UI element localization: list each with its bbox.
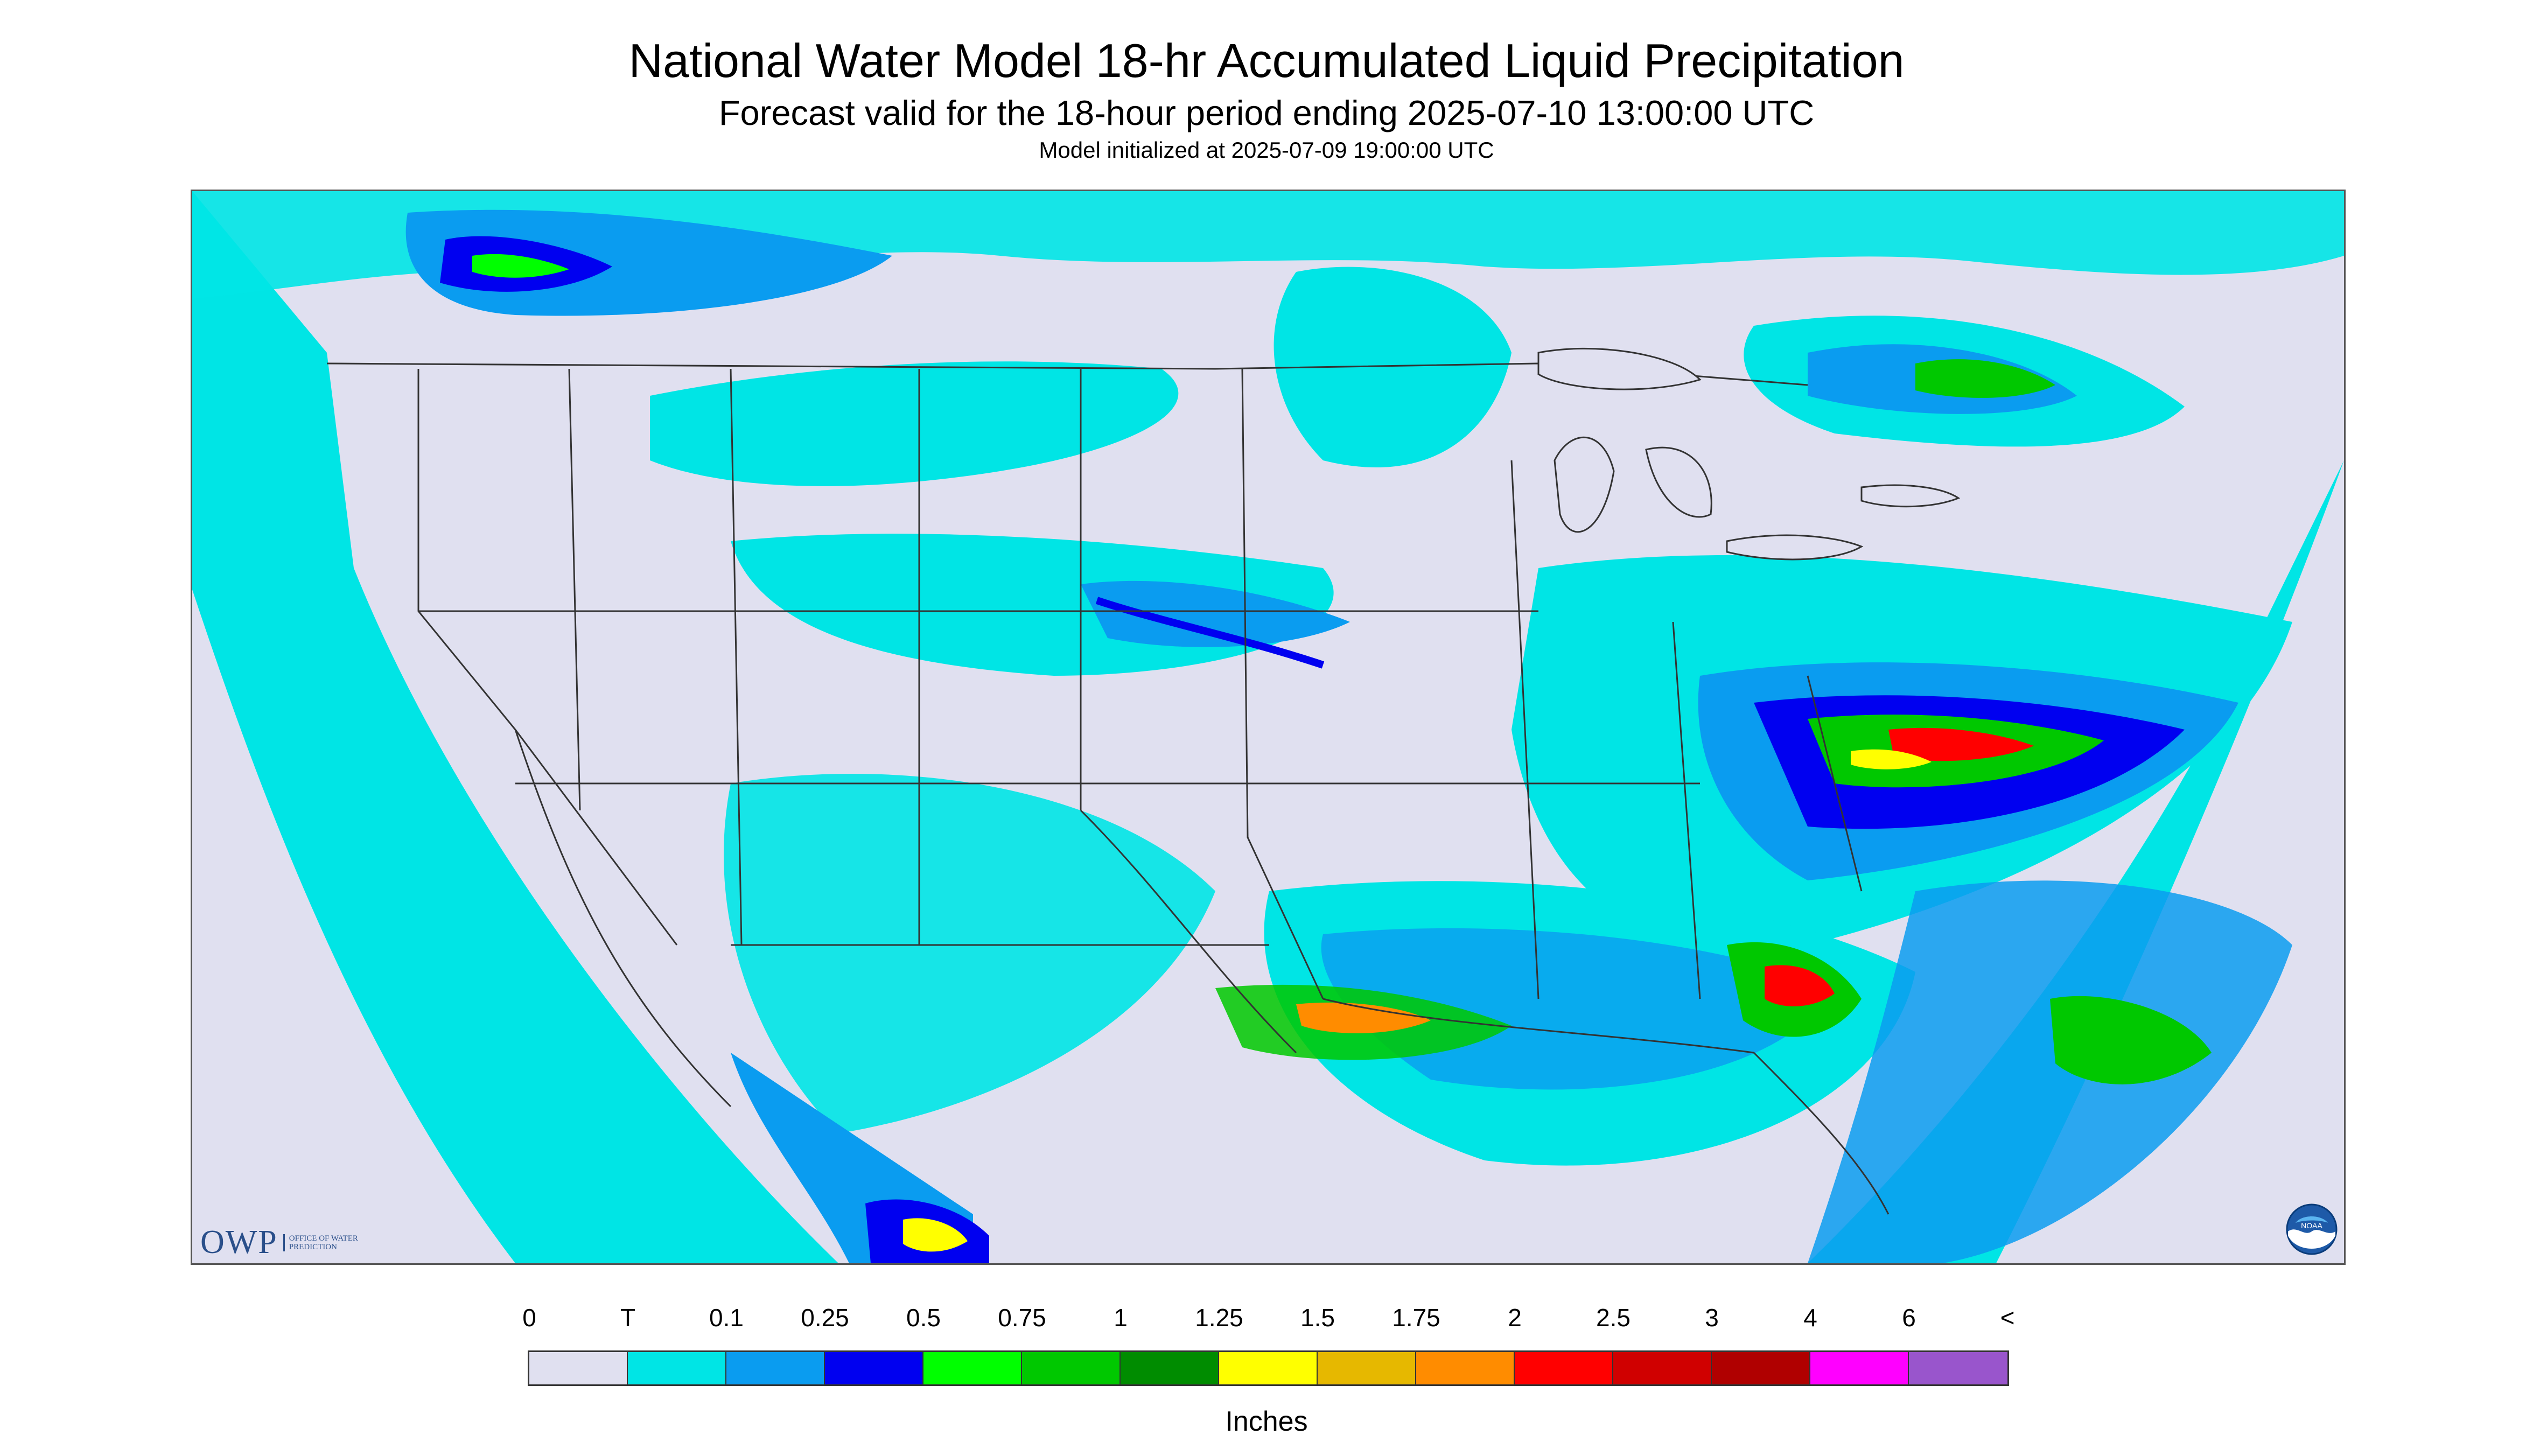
trace-swath-north (192, 191, 2344, 299)
forecast-valid-subtitle: Forecast valid for the 18-hour period en… (718, 93, 1815, 132)
heavy-ontario (1915, 359, 2055, 398)
light-atlantic (1808, 880, 2292, 1263)
trace-upper-midwest (1274, 267, 1512, 468)
precipitation-map-svg (192, 191, 2344, 1263)
colorbar-swatch (1909, 1352, 2007, 1384)
colorbar-tick-label: 0 (522, 1304, 536, 1332)
colorbar-tick-label: T (620, 1304, 636, 1332)
moderate-plains-line (1095, 597, 1325, 669)
colorbar-swatch (1219, 1352, 1318, 1384)
colorbar-units: Inches (1225, 1406, 1308, 1437)
colorbar-swatch (529, 1352, 628, 1384)
colorbar-tick-label: 2 (1508, 1304, 1522, 1332)
trace-swath-west (192, 191, 838, 1263)
noaa-logo-icon: NOAA (2286, 1203, 2338, 1255)
colorbar-tick-label: 0.25 (801, 1304, 849, 1332)
colorbar-swatch (1613, 1352, 1712, 1384)
colorbar-swatch (825, 1352, 923, 1384)
heavy-atlantic (2050, 996, 2212, 1084)
colorbar-tick-label: < (2000, 1304, 2015, 1332)
colorbar-tick-label: 4 (1803, 1304, 1817, 1332)
precipitation-colorbar (528, 1350, 2009, 1386)
great-lakes (1537, 347, 1961, 561)
owp-logo: OWP OFFICE OF WATER PREDICTION (200, 1223, 359, 1262)
extreme-louisiana (1296, 1002, 1431, 1033)
colorbar-swatch (1712, 1352, 1810, 1384)
model-initialized-text: Model initialized at 2025-07-09 19:00:00… (1039, 137, 1494, 163)
colorbar-tick-label: 6 (1902, 1304, 1916, 1332)
colorbar-tick-label: 0.5 (906, 1304, 941, 1332)
colorbar-swatch (1515, 1352, 1613, 1384)
owp-logo-text: OWP (200, 1224, 278, 1261)
colorbar-swatch (1022, 1352, 1121, 1384)
owp-logo-subtext: OFFICE OF WATER PREDICTION (283, 1234, 359, 1251)
colorbar-tick-label: 0.1 (709, 1304, 744, 1332)
map-title: National Water Model 18-hr Accumulated L… (628, 34, 1905, 87)
colorbar-swatch (1318, 1352, 1416, 1384)
colorbar-swatch (1121, 1352, 1219, 1384)
colorbar-tick-label: 1.5 (1300, 1304, 1335, 1332)
heavy-cell-canada-core (472, 254, 569, 278)
colorbar-tick-label: 0.75 (998, 1304, 1046, 1332)
yellow-ohio-valley (1851, 749, 1932, 769)
colorbar-tick-label: 1.25 (1195, 1304, 1243, 1332)
noaa-logo: NOAA (2286, 1203, 2338, 1258)
colorbar-swatch (628, 1352, 726, 1384)
trace-northern-plains (650, 361, 1179, 486)
colorbar-swatch (1810, 1352, 1909, 1384)
state-boundaries (326, 362, 1890, 1215)
extreme-ohio-valley (1888, 727, 2034, 761)
noaa-logo-label: NOAA (2301, 1221, 2322, 1230)
colorbar-swatch (923, 1352, 1022, 1384)
extreme-mexico (903, 1218, 968, 1252)
light-central-plains (1081, 580, 1350, 647)
trace-southwest (723, 773, 1215, 1133)
colorbar-tick-label: 1.75 (1392, 1304, 1440, 1332)
colorbar-tick-label: 2.5 (1596, 1304, 1631, 1332)
colorbar-tick-label: 3 (1705, 1304, 1719, 1332)
colorbar-swatch (726, 1352, 825, 1384)
colorbar-tick-label: 1 (1114, 1304, 1128, 1332)
extreme-georgia (1765, 965, 1835, 1006)
colorbar-swatch (1416, 1352, 1515, 1384)
precipitation-map (191, 190, 2346, 1265)
